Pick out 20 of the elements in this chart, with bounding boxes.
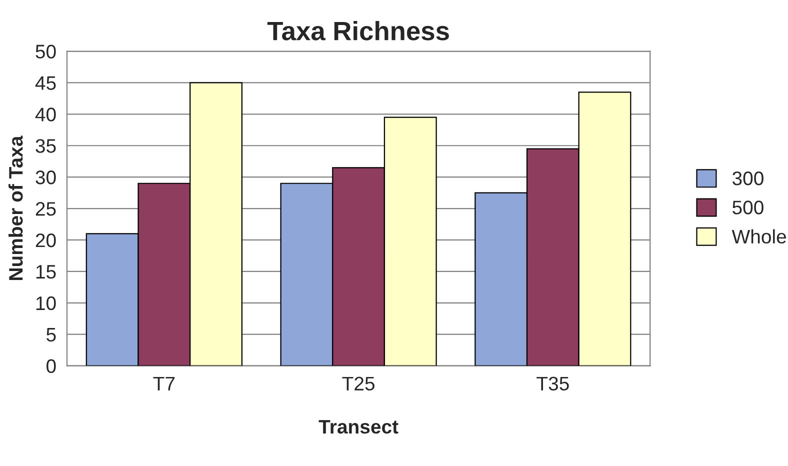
y-tick-label: 20 [36, 233, 56, 248]
x-tick-label: T35 [536, 376, 569, 391]
y-tick-label: 10 [36, 296, 56, 310]
y-tick-label: 35 [36, 139, 56, 153]
x-tick-label: T25 [342, 376, 374, 391]
legend-label: Whole [732, 229, 786, 244]
y-tick-label: 5 [46, 328, 56, 342]
y-tick-label: 0 [46, 359, 56, 374]
x-axis-title: Transect [318, 420, 398, 434]
y-tick-label: 30 [36, 170, 56, 184]
x-tick-label: T7 [153, 376, 175, 390]
legend-label: 300 [732, 172, 764, 186]
y-tick-label: 45 [35, 76, 56, 90]
y-tick-label: 50 [36, 44, 56, 58]
y-axis-title: Number of Taxa [8, 136, 23, 280]
y-tick-label: 25 [36, 202, 56, 216]
y-tick-label: 15 [36, 265, 56, 279]
legend-label: 500 [732, 200, 764, 214]
y-tick-label: 40 [35, 108, 56, 122]
chart-title: Taxa Richness [267, 21, 449, 40]
